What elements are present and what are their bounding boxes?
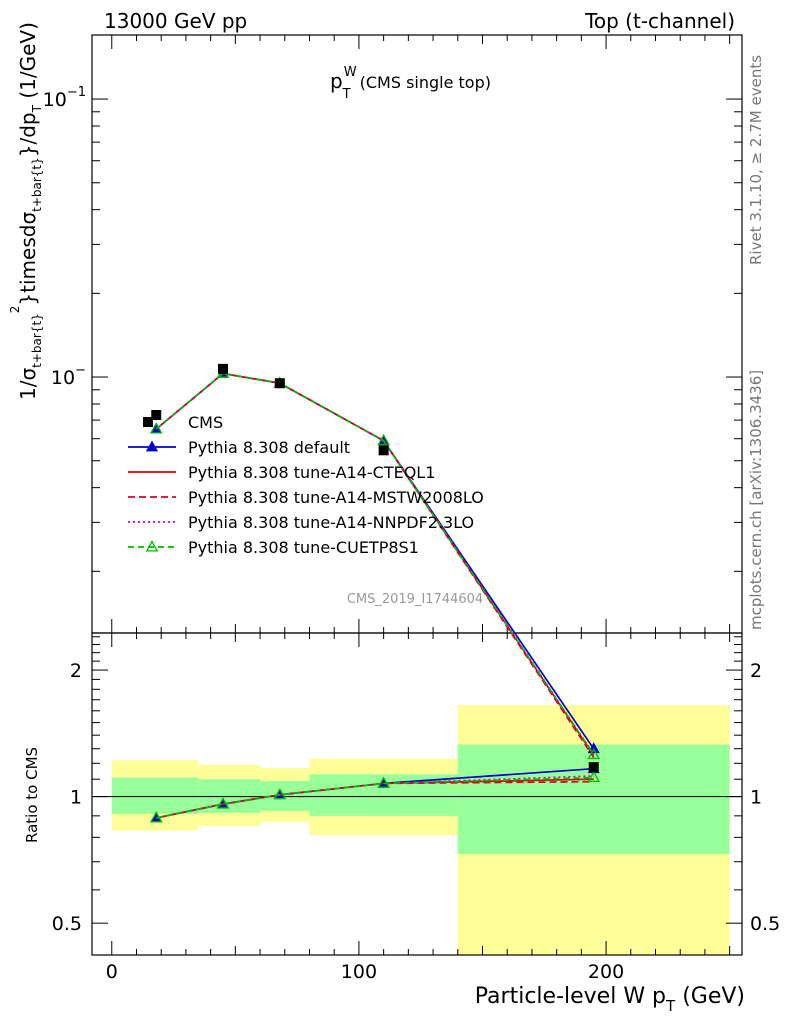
ylabel-c-sub: T	[30, 104, 44, 113]
ylabel-a-sub: t+bar{t}	[30, 313, 44, 368]
main-series-marker-4	[587, 747, 601, 760]
x-tick-label: 200	[588, 961, 624, 983]
cms-data-point	[151, 410, 162, 421]
main-series-marker-4	[149, 422, 163, 434]
ylabel-b: }timesdσ	[16, 212, 40, 306]
main-title-p: p	[330, 69, 343, 93]
legend-label-1: Pythia 8.308 default	[188, 438, 350, 457]
legend-label-0: CMS	[188, 413, 223, 432]
legend: CMS Pythia 8.308 default Pythia 8.308 tune…	[128, 413, 484, 557]
ylabel-c: }/dp	[16, 112, 40, 157]
mcplots-label: mcplots.cern.ch [arXiv:1306.3436]	[747, 370, 765, 630]
header-right: Top (t-channel)	[584, 9, 735, 33]
ratio-series-line-4	[156, 776, 594, 819]
ratio-series-marker-4	[216, 797, 230, 809]
ratio-y-tick-label-right: 2	[750, 660, 762, 682]
cms-data-point	[217, 363, 228, 374]
main-y-tick-base: 10	[51, 367, 75, 389]
main-y-tick-label: 10−	[51, 363, 86, 389]
main-title-rest: (CMS single top)	[355, 73, 491, 92]
header-left: 13000 GeV pp	[104, 9, 247, 33]
legend-label-5: Pythia 8.308 tune-CUETP8S1	[188, 538, 419, 557]
legend-marker-1	[145, 440, 159, 452]
legend-label-3: Pythia 8.308 tune-A14-MSTW2008LO	[188, 488, 484, 507]
ratio-inner-band-4	[457, 744, 730, 855]
legend-label-4: Pythia 8.308 tune-A14-NNPDF2.3LO	[188, 513, 474, 532]
ratio-bands-layer	[111, 705, 730, 955]
rivet-label: Rivet 3.1.10, ≥ 2.7M events	[747, 55, 765, 265]
cms-data-point	[378, 445, 389, 456]
ratio-y-tick-label-right: 1	[750, 787, 762, 809]
main-ylabel: 1/σt+bar{t}2}timesdσt+bar{t}}/dpT (1/GeV…	[8, 22, 44, 400]
xlabel-unit: (GeV)	[675, 984, 745, 1009]
series-layer	[149, 363, 601, 823]
cms-data-point	[588, 762, 599, 773]
ratio-inner-band-2	[260, 780, 310, 811]
ratio-series-marker-4	[149, 811, 163, 823]
ratio-series-marker-4	[273, 787, 287, 800]
main-y-tick-base: 10	[43, 89, 67, 111]
main-y-tick-exp: −1	[67, 85, 86, 100]
ylabel-b-sub: t+bar{t}	[30, 157, 44, 212]
ylabel-sup2: 2	[8, 306, 22, 314]
xlabel-sub: T	[665, 997, 676, 1015]
ratio-y-tick-label-left: 2	[70, 660, 82, 682]
ylabel-a: 1/σ	[16, 368, 40, 400]
main-title-sup: W	[344, 65, 357, 80]
ratio-series-marker-4	[377, 776, 390, 788]
ratio-ylabel: Ratio to CMS	[23, 747, 41, 843]
ratio-inner-band-0	[111, 777, 199, 814]
main-series-marker-4	[377, 433, 390, 446]
x-tick-label: 100	[341, 961, 377, 983]
legend-marker-5	[145, 540, 159, 552]
ratio-series-marker-4	[587, 770, 601, 783]
main-y-tick-label: 10−1	[43, 85, 86, 111]
cms-data-point	[274, 378, 285, 389]
main-y-tick-exp: −	[75, 363, 86, 378]
x-tick-label: 0	[106, 961, 118, 983]
legend-marker-0	[143, 417, 153, 427]
ratio-y-tick-label-left: 1	[70, 787, 82, 809]
main-title: pW T (CMS single top)	[330, 65, 491, 102]
ratio-y-tick-label-left: 0.5	[52, 913, 82, 935]
watermark: CMS_2019_I1744604	[347, 592, 483, 607]
legend-label-2: Pythia 8.308 tune-A14-CTEQL1	[188, 463, 435, 482]
x-axis-label: Particle-level W pT (GeV)	[475, 984, 745, 1015]
xlabel-main: Particle-level W p	[475, 984, 666, 1009]
ratio-y-tick-label-right: 0.5	[750, 913, 780, 935]
ylabel-d: (1/GeV)	[16, 22, 40, 105]
main-title-sub: T	[342, 87, 351, 102]
ratio-frame	[91, 632, 743, 956]
